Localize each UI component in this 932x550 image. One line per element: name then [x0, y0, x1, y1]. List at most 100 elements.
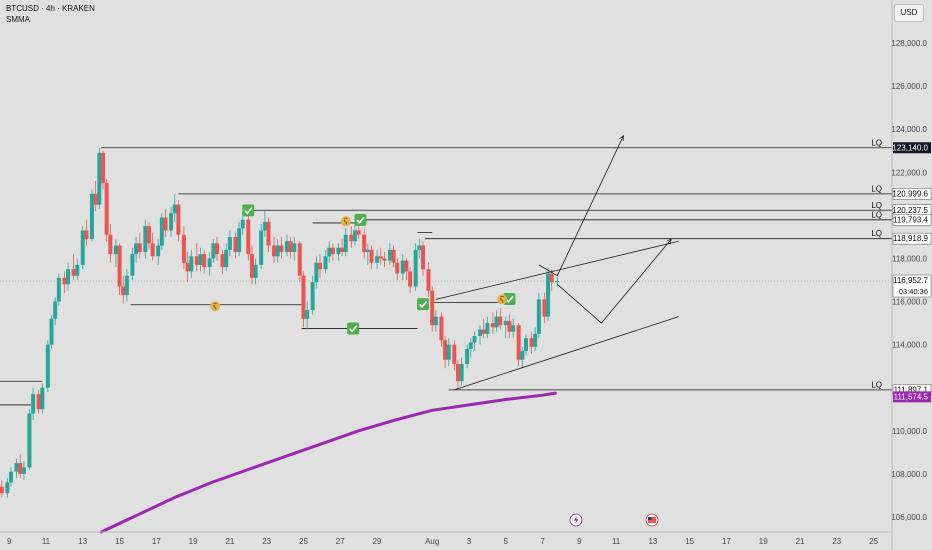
candle-up: [156, 245, 161, 257]
y-tick-label: 108,000.0: [891, 470, 927, 479]
price-label: 120,237.5: [892, 206, 928, 215]
candle-down: [146, 226, 151, 244]
candle-down: [340, 247, 345, 252]
candle-down: [202, 254, 207, 268]
candle-up: [305, 310, 310, 319]
candle-up: [465, 348, 470, 364]
candle-up: [189, 256, 194, 272]
smma-line: [99, 391, 557, 534]
money-bag-icon: [340, 216, 351, 227]
check-mark-icon: [417, 298, 429, 311]
us-flag-event-icon: [645, 513, 659, 527]
candle-up: [323, 256, 328, 270]
candle-up: [546, 273, 551, 317]
x-tick-label: 19: [759, 537, 768, 546]
candle-down: [378, 256, 383, 259]
candle-down: [0, 486, 4, 494]
candle-up: [227, 236, 232, 250]
candle-up: [314, 262, 319, 283]
candle-up: [494, 316, 499, 328]
liquidity-label: LQ: [871, 380, 882, 389]
y-tick-label: 118,000.0: [892, 254, 928, 263]
x-tick-label: 27: [336, 537, 345, 546]
candle-up: [284, 241, 289, 252]
x-tick-label: 17: [152, 537, 161, 546]
price-label: 123,140.0: [892, 143, 928, 152]
candle-up: [9, 471, 14, 483]
candle-up: [240, 219, 245, 229]
candle-up: [472, 336, 477, 343]
x-tick-label: 29: [373, 537, 382, 546]
x-tick-label: 23: [832, 537, 841, 546]
candle-up: [511, 325, 516, 332]
candle-down: [36, 394, 41, 410]
candle-up: [97, 152, 102, 205]
candle-up: [253, 264, 258, 278]
candle-down: [421, 245, 426, 270]
candle-down: [490, 323, 495, 328]
candle-down: [215, 243, 220, 255]
candle-up: [53, 301, 58, 319]
candle-up: [14, 463, 19, 472]
candle-down: [426, 269, 431, 291]
candle-down: [455, 364, 460, 382]
y-tick-label: 106,000.0: [891, 513, 927, 522]
candle-down: [71, 269, 76, 276]
candle-down: [452, 344, 457, 364]
candle-down: [404, 260, 409, 272]
check-mark-icon: [242, 204, 255, 217]
candle-up: [352, 230, 357, 242]
price-label-box: [893, 391, 931, 403]
candle-up: [413, 249, 418, 287]
money-bag-sign: [500, 295, 504, 303]
countdown-label: 03:40:36: [899, 287, 928, 296]
candle-up: [433, 316, 438, 326]
projection-path: [557, 239, 671, 324]
candle-up: [31, 394, 36, 414]
drawings-layer: [210, 136, 679, 391]
candle-up: [89, 193, 94, 240]
candle-down: [443, 340, 448, 360]
candle-down: [121, 286, 126, 296]
currency-button[interactable]: USD: [894, 4, 924, 22]
candle-up: [134, 243, 139, 255]
indicator-label[interactable]: SMMA: [6, 15, 30, 24]
smma-layer: [99, 391, 557, 534]
price-label: 120,999.6: [892, 189, 928, 198]
price-label: 111,897.1: [894, 385, 929, 394]
candle-up: [343, 234, 348, 252]
lightning-event-icon: [569, 513, 583, 527]
candle-up: [159, 217, 164, 246]
candle-down: [542, 299, 547, 317]
money-bag-sign: [343, 217, 348, 225]
candle-up: [40, 387, 45, 410]
candle-down: [516, 325, 521, 360]
check-mark-icon: [347, 322, 360, 335]
us-flag-stripes: [648, 517, 656, 523]
candle-down: [100, 152, 105, 184]
us-flag-canton: [648, 517, 652, 520]
candle-up: [207, 258, 212, 268]
candle-down: [288, 241, 293, 252]
price-label-box: [893, 142, 931, 154]
candle-up: [49, 318, 54, 345]
candle-up: [21, 467, 26, 474]
candle-down: [549, 273, 554, 283]
symbol-title: BTCUSD · 4h · KRAKEN: [6, 4, 95, 13]
candle-up: [5, 482, 10, 494]
candle-down: [233, 236, 238, 252]
candle-up: [327, 247, 332, 257]
candle-up: [113, 245, 118, 255]
check-mark-box: [417, 298, 429, 311]
candle-down: [529, 338, 534, 347]
candle-up: [124, 275, 129, 296]
channel-line: [435, 240, 679, 300]
candle-down: [330, 247, 335, 255]
price-label-box: [892, 188, 932, 200]
x-tick-label: 17: [722, 537, 731, 546]
